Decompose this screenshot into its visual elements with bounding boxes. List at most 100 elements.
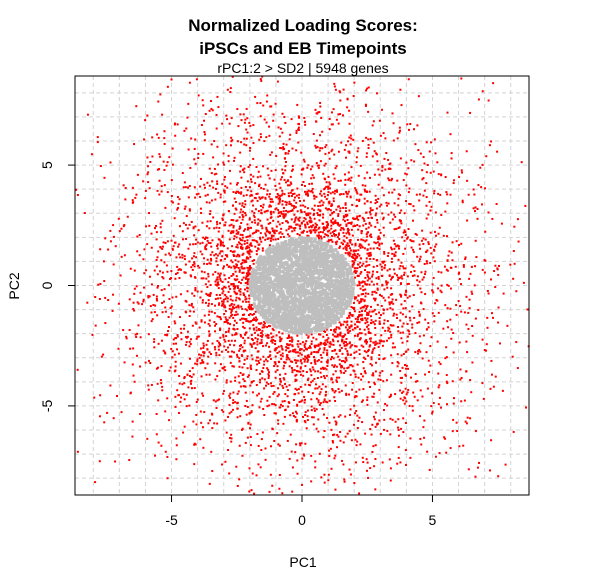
data-point-outer — [246, 228, 249, 231]
data-point-outer — [340, 193, 343, 196]
data-point-outer — [291, 340, 294, 343]
data-point-outer — [294, 206, 297, 209]
data-point-outer — [313, 226, 316, 229]
data-point-outer — [383, 418, 386, 421]
data-point-outer — [445, 346, 448, 349]
data-point-outer — [380, 265, 383, 268]
data-point-outer — [218, 343, 221, 346]
data-point-outer — [283, 157, 286, 160]
data-point-outer — [350, 176, 353, 179]
data-point-outer — [195, 238, 198, 241]
data-point-outer — [315, 344, 318, 347]
data-point-outer — [280, 212, 283, 215]
data-point-outer — [313, 358, 316, 361]
data-point-outer — [255, 384, 258, 387]
data-point-outer — [161, 311, 164, 314]
data-point-outer — [460, 400, 463, 403]
data-point-outer — [248, 490, 251, 493]
data-point-outer — [399, 376, 402, 379]
data-point-outer — [391, 112, 394, 115]
data-point-outer — [269, 105, 272, 108]
data-point-outer — [248, 320, 251, 323]
data-point-outer — [289, 360, 292, 363]
data-point-outer — [297, 196, 300, 199]
data-point-outer — [270, 385, 273, 388]
data-point-outer — [351, 263, 354, 266]
data-point-outer — [314, 231, 317, 234]
data-point-outer — [218, 274, 221, 277]
data-point-outer — [388, 301, 391, 304]
data-point-outer — [439, 289, 442, 292]
data-point-outer — [222, 265, 225, 268]
data-point-outer — [326, 360, 329, 363]
data-point-outer — [216, 254, 219, 257]
data-point-outer — [287, 192, 290, 195]
data-point-outer — [304, 342, 307, 345]
data-point-outer — [320, 199, 323, 202]
data-point-outer — [376, 271, 379, 274]
data-point-outer — [345, 236, 348, 239]
data-point-outer — [179, 293, 182, 296]
data-point-outer — [310, 225, 313, 228]
data-point-outer — [310, 409, 313, 412]
data-point-outer — [259, 204, 262, 207]
data-point-outer — [286, 180, 289, 183]
data-point-outer — [522, 281, 525, 284]
data-point-outer — [222, 298, 225, 301]
data-point-outer — [315, 338, 318, 341]
data-point-outer — [294, 416, 297, 419]
data-point-outer — [153, 346, 156, 349]
data-point-outer — [344, 435, 347, 438]
data-point-outer — [124, 186, 127, 189]
data-point-outer — [284, 160, 287, 163]
data-point-outer — [209, 353, 212, 356]
data-point-outer — [134, 333, 137, 336]
data-point-outer — [414, 380, 417, 383]
data-point-outer — [418, 321, 421, 324]
data-point-outer — [159, 378, 162, 381]
data-point-outer — [249, 255, 252, 258]
data-point-outer — [232, 391, 235, 394]
data-point-outer — [151, 318, 154, 321]
data-point-outer — [224, 200, 227, 203]
data-point-outer — [232, 224, 235, 227]
data-point-outer — [359, 300, 362, 303]
data-point-outer — [437, 232, 440, 235]
data-point-outer — [122, 225, 125, 228]
data-point-outer — [438, 226, 441, 229]
data-point-inner — [268, 309, 272, 313]
data-point-outer — [326, 338, 329, 341]
data-point-outer — [272, 234, 275, 237]
data-point-outer — [305, 212, 308, 215]
data-point-outer — [406, 340, 409, 343]
data-point-outer — [206, 362, 209, 365]
data-point-outer — [279, 198, 282, 201]
data-point-outer — [389, 417, 392, 420]
data-point-outer — [467, 311, 470, 314]
data-point-outer — [450, 337, 453, 340]
data-point-outer — [331, 221, 334, 224]
data-point-outer — [181, 256, 184, 259]
data-point-outer — [280, 210, 283, 213]
data-point-outer — [224, 460, 227, 463]
data-point-outer — [318, 201, 321, 204]
data-point-outer — [317, 344, 320, 347]
data-point-outer — [373, 392, 376, 395]
data-point-outer — [360, 298, 363, 301]
data-point-outer — [288, 365, 291, 368]
data-point-outer — [261, 335, 264, 338]
data-point-outer — [259, 175, 262, 178]
data-point-outer — [172, 245, 175, 248]
data-point-outer — [321, 204, 324, 207]
data-point-outer — [365, 152, 368, 155]
data-point-outer — [424, 273, 427, 276]
data-point-outer — [305, 340, 308, 343]
data-point-outer — [245, 128, 248, 131]
data-point-outer — [201, 299, 204, 302]
data-point-outer — [290, 450, 293, 453]
data-point-outer — [157, 136, 160, 139]
data-point-outer — [466, 351, 469, 354]
data-point-outer — [372, 257, 375, 260]
data-point-outer — [340, 360, 343, 363]
data-point-outer — [394, 215, 397, 218]
